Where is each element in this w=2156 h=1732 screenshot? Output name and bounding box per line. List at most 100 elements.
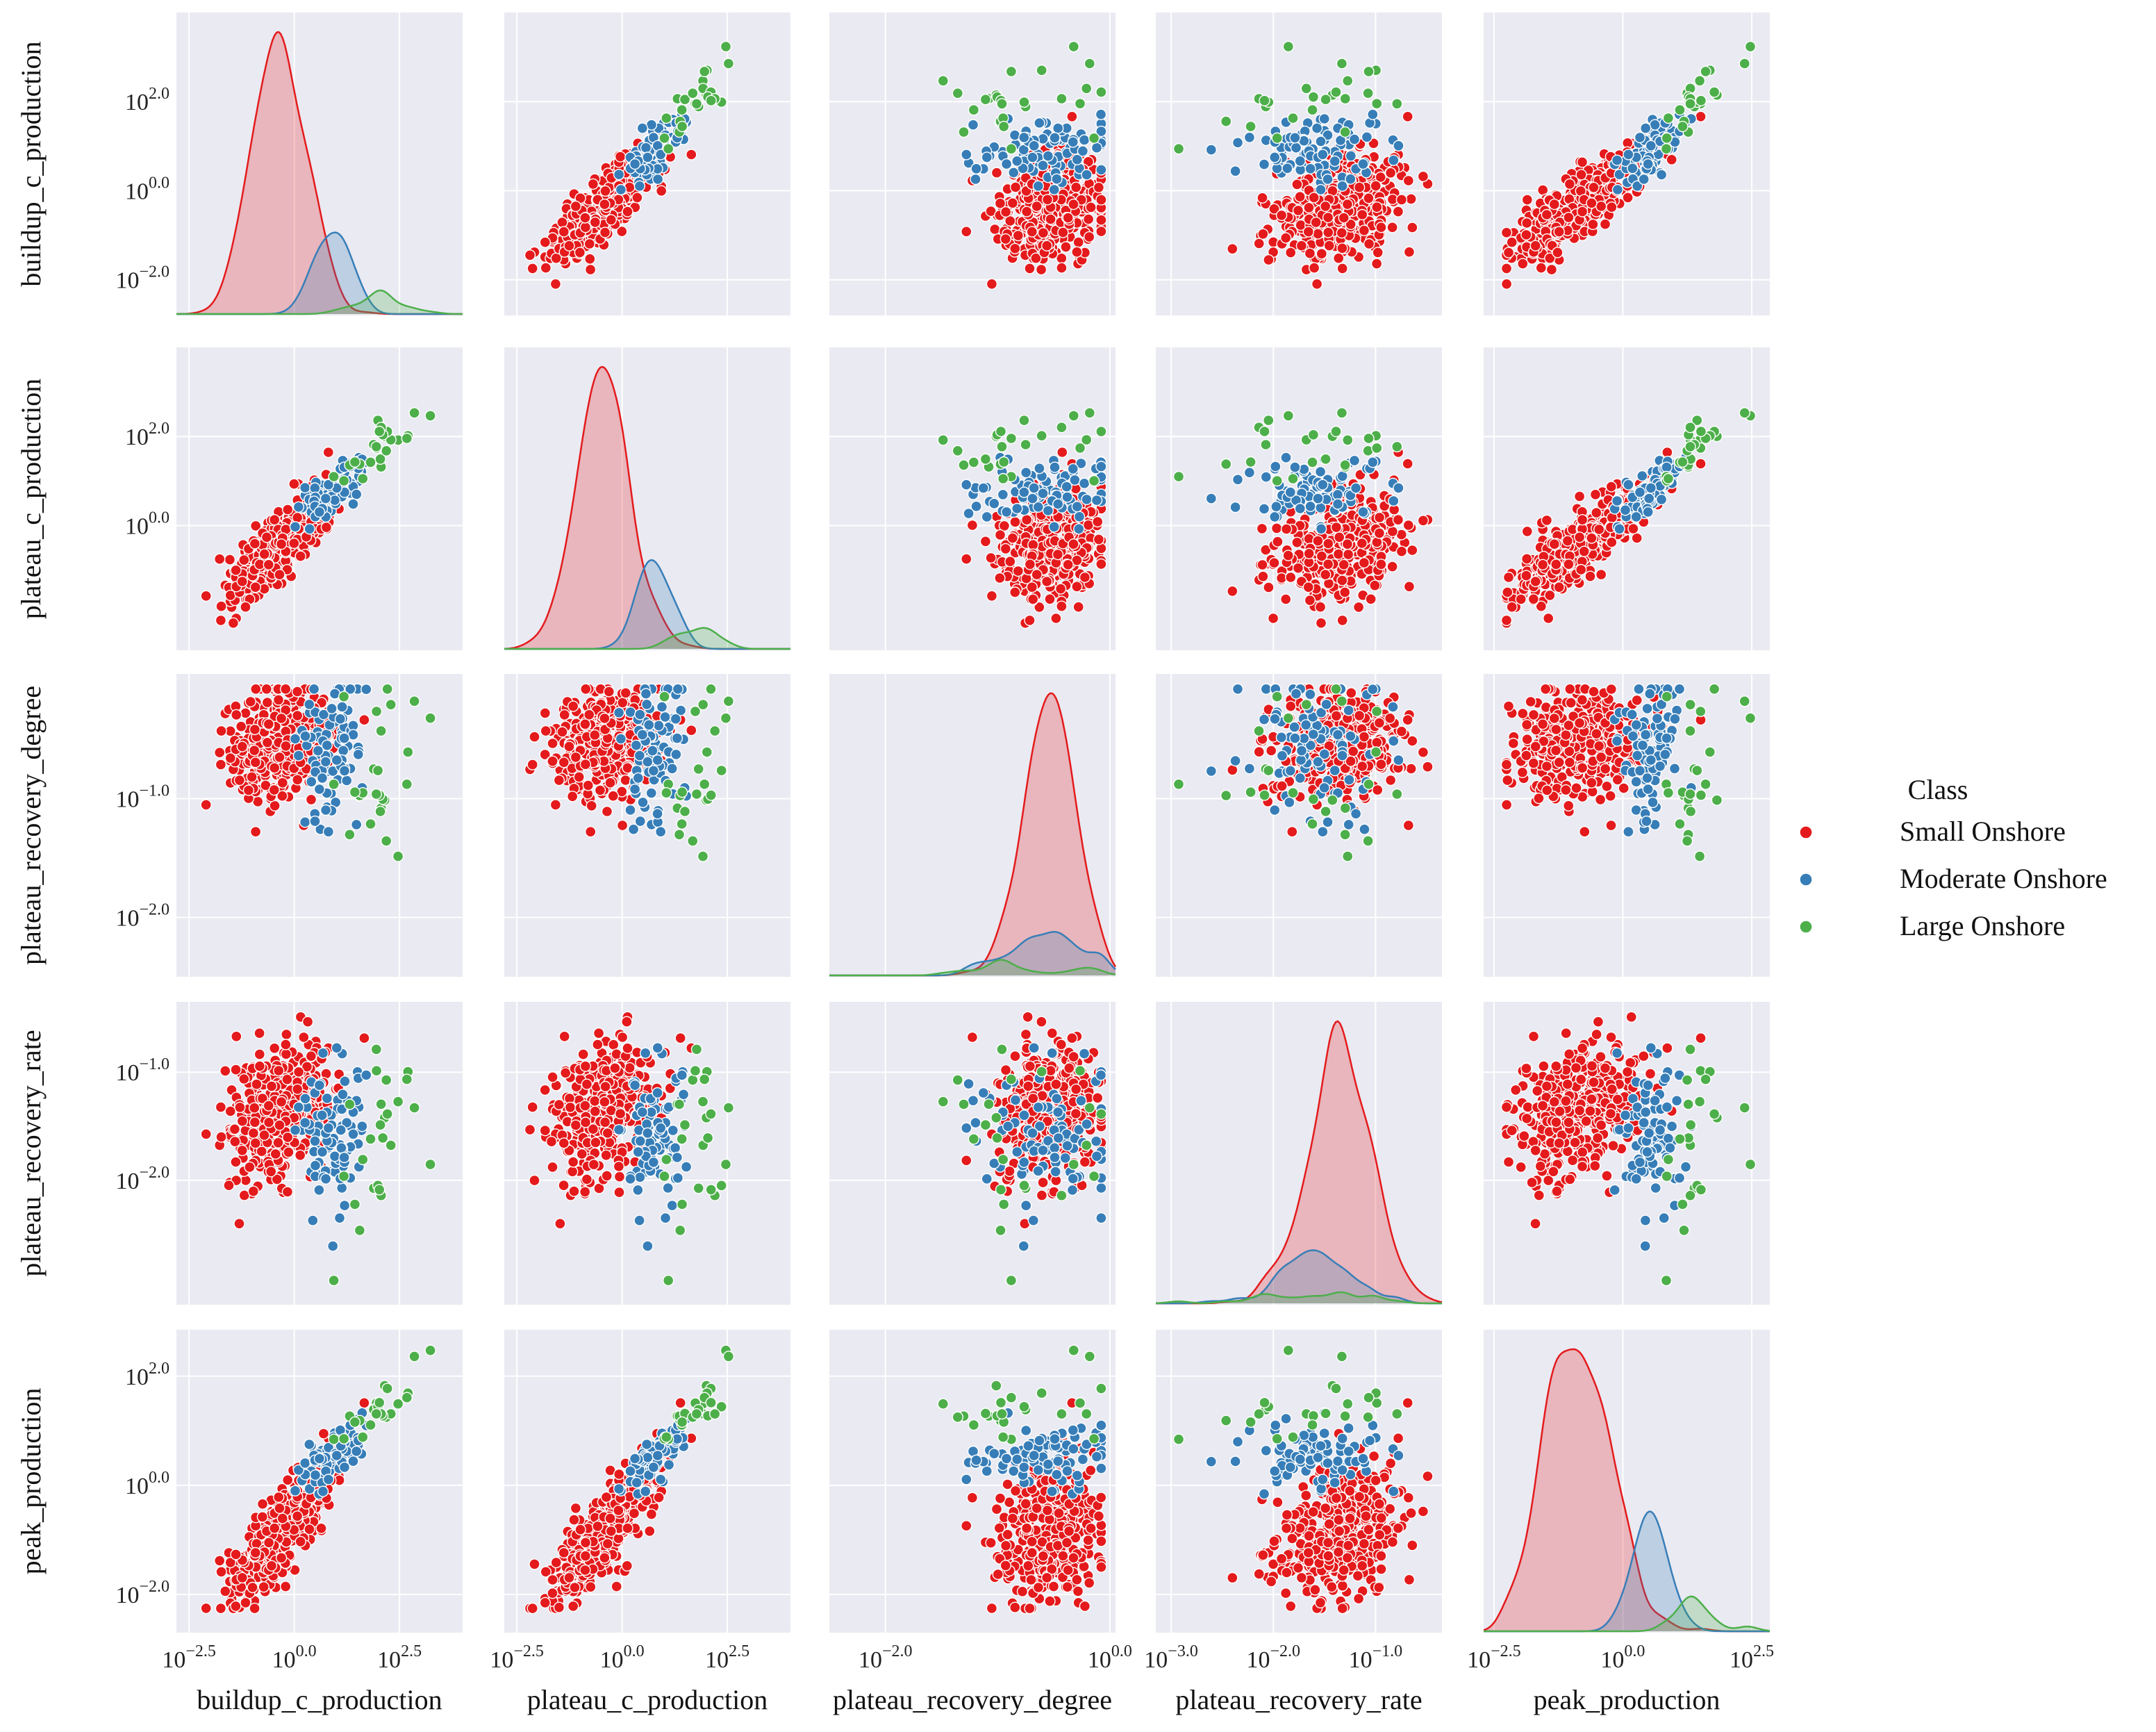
scatter-point-small-onshore — [1520, 570, 1532, 582]
scatter-point-moderate-onshore — [981, 151, 993, 163]
scatter-point-small-onshore — [1095, 194, 1107, 206]
scatter-point-large-onshore — [1370, 442, 1383, 454]
scatter-point-large-onshore — [1320, 93, 1332, 106]
scatter-point-moderate-onshore — [1081, 169, 1093, 181]
scatter-point-small-onshore — [1352, 601, 1365, 613]
scatter-point-small-onshore — [584, 253, 596, 265]
scatter-point-large-onshore — [687, 87, 699, 99]
scatter-point-large-onshore — [381, 445, 392, 456]
scatter-point-large-onshore — [1339, 459, 1351, 471]
scatter-point-large-onshore — [1259, 425, 1270, 438]
scatter-point-large-onshore — [1036, 64, 1047, 76]
scatter-point-moderate-onshore — [1636, 470, 1648, 482]
scatter-point-moderate-onshore — [351, 818, 363, 831]
scatter-point-small-onshore — [1227, 585, 1238, 597]
ytick-label: 102.0 — [125, 420, 169, 450]
scatter-point-moderate-onshore — [1611, 154, 1623, 166]
scatter-point-small-onshore — [358, 714, 370, 726]
scatter-point-large-onshore — [1363, 65, 1375, 78]
scatter-point-small-onshore — [990, 167, 1003, 179]
scatter-point-moderate-onshore — [1049, 461, 1061, 473]
scatter-point-small-onshore — [1303, 547, 1315, 559]
scatter-point-small-onshore — [1026, 582, 1038, 593]
scatter-point-small-onshore — [1586, 197, 1598, 209]
scatter-point-moderate-onshore — [1260, 471, 1272, 483]
scatter-point-small-onshore — [236, 741, 248, 752]
scatter-point-large-onshore — [676, 120, 688, 133]
scatter-point-small-onshore — [1270, 522, 1283, 534]
scatter-point-large-onshore — [1695, 94, 1707, 107]
kde-fill-moderate-onshore — [176, 232, 463, 314]
scatter-point-moderate-onshore — [1639, 122, 1652, 134]
scatter-point-small-onshore — [1342, 548, 1354, 561]
scatter-point-small-onshore — [1315, 617, 1327, 629]
scatter-point-large-onshore — [1095, 425, 1107, 438]
scatter-point-small-onshore — [1009, 516, 1021, 528]
scatter-point-large-onshore — [338, 475, 350, 487]
scatter-point-small-onshore — [249, 723, 261, 736]
scatter-point-small-onshore — [1312, 535, 1324, 547]
scatter-point-small-onshore — [1009, 586, 1021, 598]
scatter-point-moderate-onshore — [633, 180, 646, 192]
scatter-point-moderate-onshore — [322, 825, 335, 838]
scatter-point-moderate-onshore — [320, 493, 332, 504]
scatter-point-large-onshore — [699, 65, 711, 78]
scatter-point-small-onshore — [1257, 192, 1268, 204]
scatter-point-small-onshore — [979, 536, 992, 547]
scatter-point-small-onshore — [622, 206, 633, 217]
scatter-point-moderate-onshore — [1290, 142, 1302, 154]
scatter-point-small-onshore — [282, 504, 294, 516]
scatter-point-large-onshore — [370, 440, 382, 453]
scatter-point-large-onshore — [392, 850, 404, 862]
scatter-point-small-onshore — [1338, 559, 1350, 570]
kde-line-large-onshore — [176, 289, 463, 315]
scatter-point-moderate-onshore — [1294, 155, 1307, 167]
scatter-point-small-onshore — [269, 514, 281, 526]
scatter-point-small-onshore — [1573, 490, 1586, 502]
scatter-point-moderate-onshore — [1294, 502, 1307, 515]
scatter-point-moderate-onshore — [1095, 461, 1107, 472]
scatter-point-small-onshore — [249, 757, 261, 768]
scatter-point-large-onshore — [381, 683, 393, 695]
scatter-point-moderate-onshore — [1027, 151, 1038, 163]
scatter-point-small-onshore — [583, 238, 595, 250]
scatter-point-large-onshore — [1739, 407, 1750, 419]
scatter-point-moderate-onshore — [1367, 456, 1379, 468]
scatter-point-moderate-onshore — [292, 750, 305, 761]
scatter-point-small-onshore — [1253, 238, 1265, 249]
scatter-point-large-onshore — [408, 407, 420, 419]
scatter-point-moderate-onshore — [1048, 521, 1060, 533]
scatter-point-small-onshore — [1062, 212, 1074, 224]
scatter-point-large-onshore — [1336, 58, 1348, 69]
scatter-point-small-onshore — [1295, 240, 1308, 251]
scatter-point-moderate-onshore — [1393, 482, 1404, 494]
scatter-point-small-onshore — [966, 519, 979, 531]
scatter-point-small-onshore — [1520, 217, 1533, 229]
scatter-point-moderate-onshore — [299, 730, 311, 742]
scatter-point-large-onshore — [1677, 456, 1689, 468]
scatter-point-large-onshore — [1307, 456, 1318, 468]
scatter-point-large-onshore — [1080, 83, 1093, 94]
scatter-point-small-onshore — [276, 777, 288, 789]
scatter-point-small-onshore — [1372, 247, 1384, 258]
scatter-point-moderate-onshore — [299, 816, 311, 828]
scatter-point-small-onshore — [1020, 514, 1033, 526]
scatter-point-small-onshore — [1284, 571, 1297, 584]
scatter-point-small-onshore — [233, 774, 246, 786]
scatter-point-small-onshore — [1000, 206, 1012, 218]
scatter-point-small-onshore — [1375, 222, 1387, 233]
scatter-point-small-onshore — [1304, 247, 1316, 259]
scatter-point-moderate-onshore — [1270, 461, 1282, 472]
scatter-point-small-onshore — [227, 617, 240, 629]
scatter-point-moderate-onshore — [1361, 131, 1373, 143]
scatter-point-moderate-onshore — [1032, 180, 1045, 192]
scatter-point-small-onshore — [1311, 278, 1323, 290]
scatter-point-small-onshore — [1417, 515, 1429, 527]
scatter-point-small-onshore — [1009, 181, 1022, 193]
scatter-point-small-onshore — [1072, 236, 1084, 248]
scatter-point-small-onshore — [1403, 581, 1416, 593]
scatter-point-large-onshore — [720, 40, 732, 53]
scatter-point-moderate-onshore — [1073, 511, 1086, 522]
scatter-point-large-onshore — [1391, 98, 1403, 110]
scatter-point-small-onshore — [1520, 553, 1533, 565]
